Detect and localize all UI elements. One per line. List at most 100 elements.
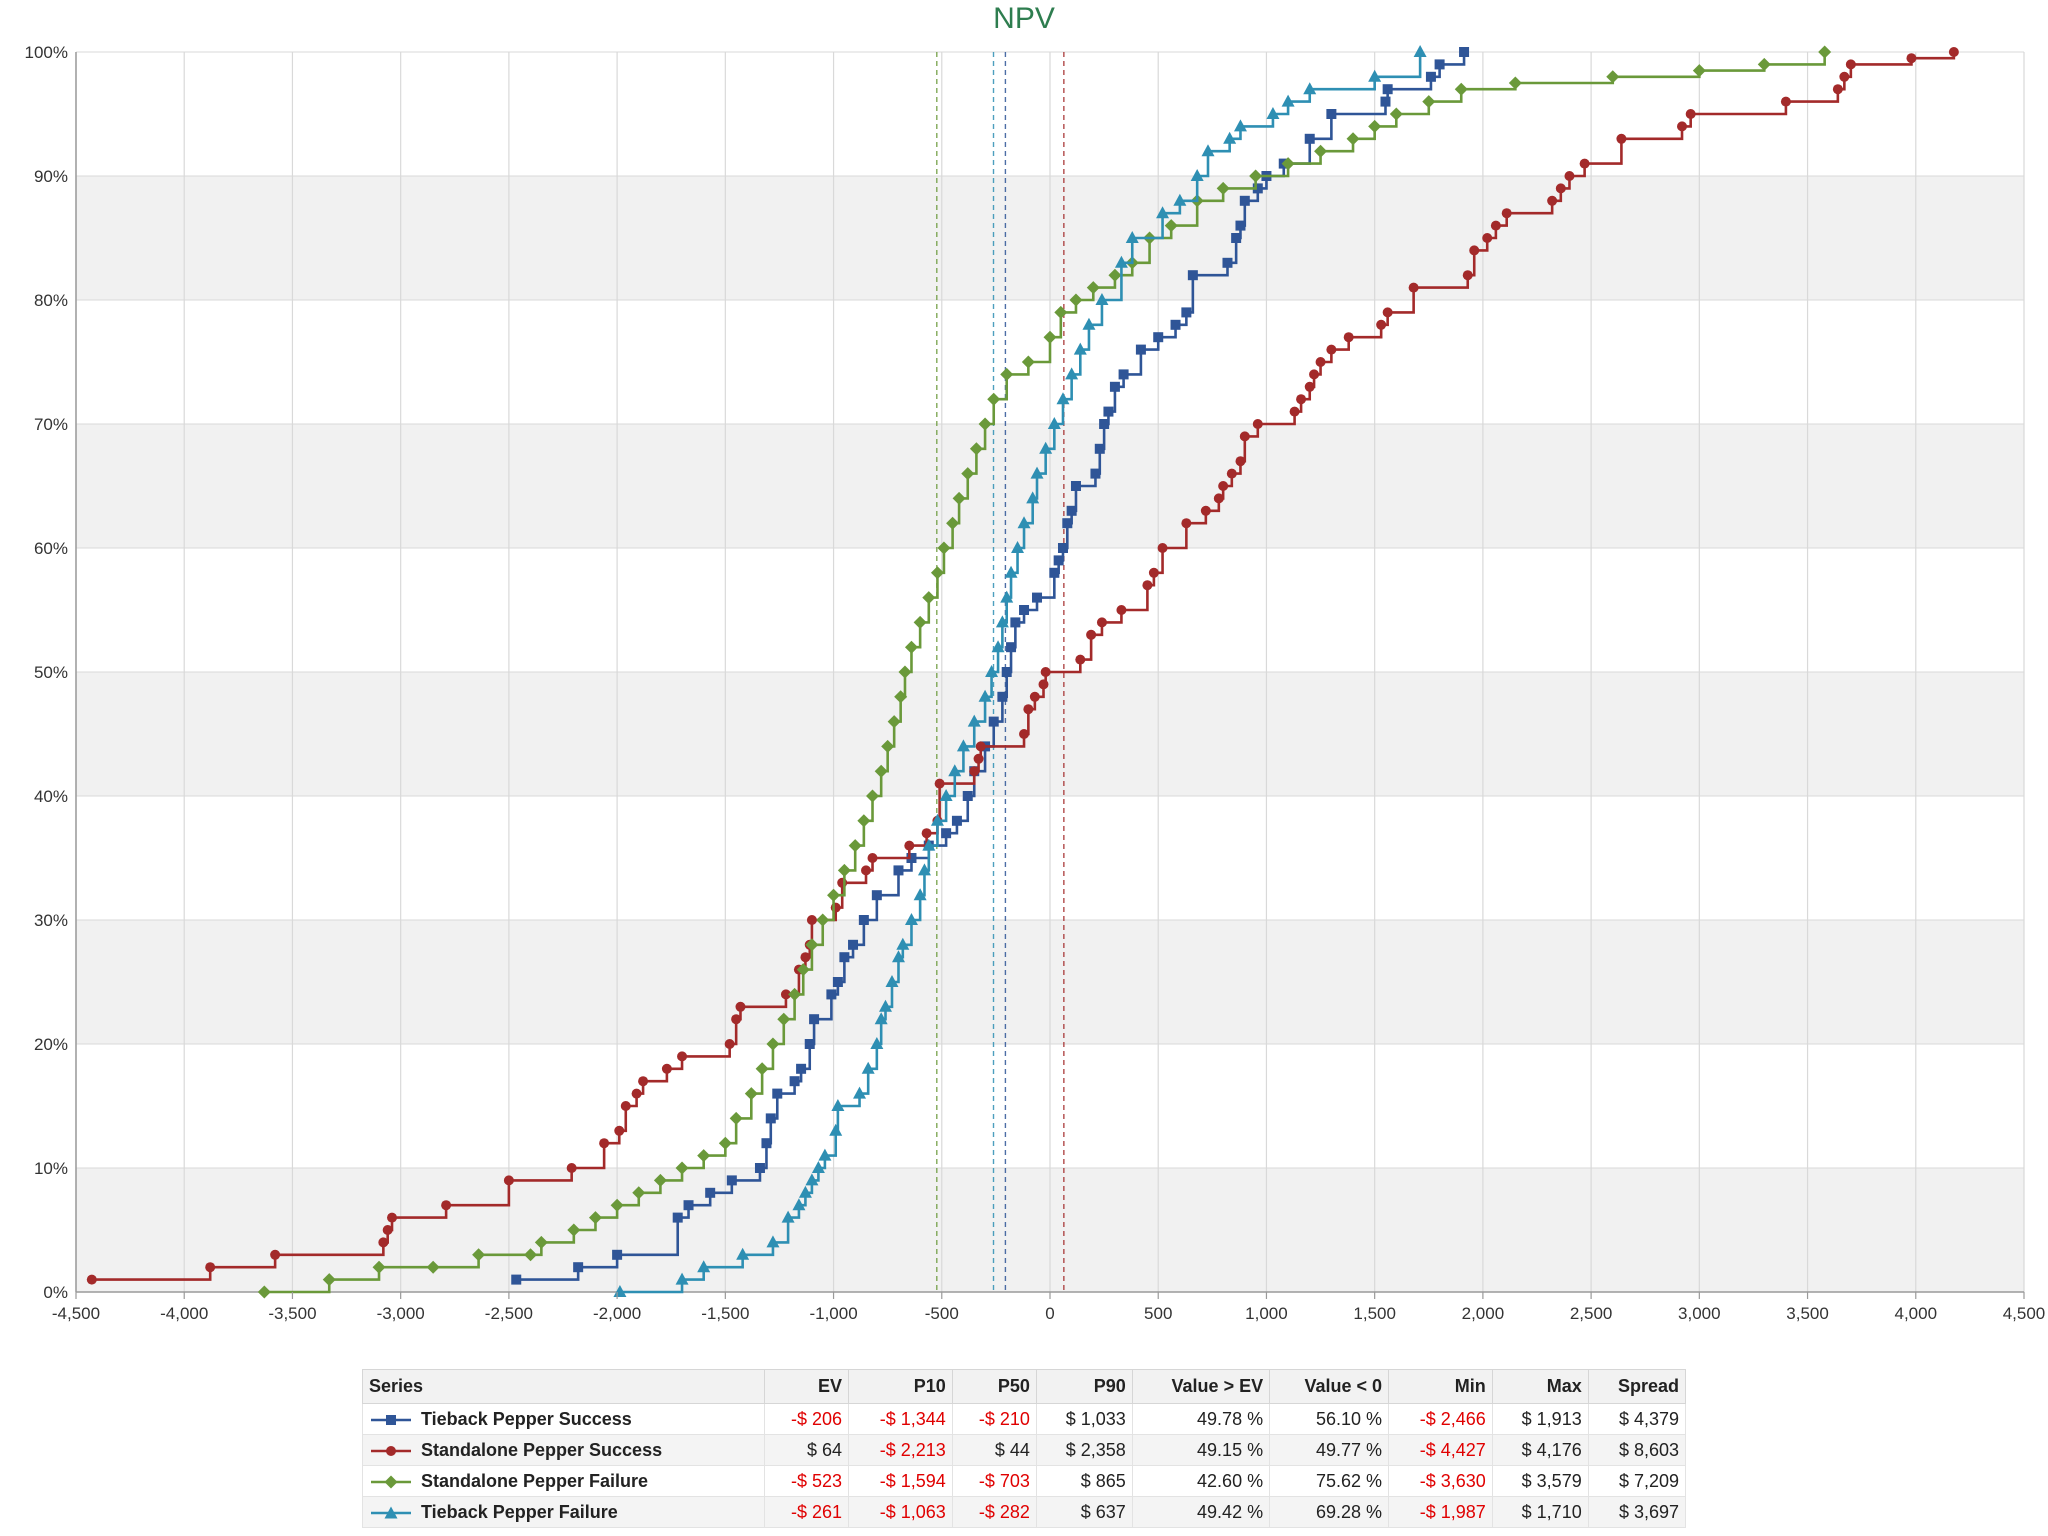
data-point	[653, 1173, 667, 1187]
x-tick-label: 4,500	[2003, 1304, 2046, 1323]
y-tick-label: 40%	[34, 787, 68, 806]
data-point	[766, 1235, 780, 1248]
series-name-cell: Standalone Pepper Failure	[362, 1465, 765, 1497]
data-point	[1011, 541, 1025, 553]
x-tick-label: 1,500	[1353, 1304, 1396, 1323]
data-point	[1062, 518, 1073, 529]
data-point	[205, 1262, 216, 1273]
column-header: P50	[951, 1369, 1037, 1404]
data-point	[1252, 183, 1263, 194]
data-point	[917, 863, 931, 876]
data-point	[874, 1012, 888, 1025]
data-point	[858, 915, 869, 925]
data-point	[1346, 132, 1360, 146]
cell-spread: $ 4,379	[1587, 1403, 1687, 1435]
data-point	[1170, 319, 1181, 330]
data-point	[809, 1014, 820, 1025]
cell-p50: $ 44	[951, 1434, 1037, 1466]
data-point	[1314, 144, 1328, 158]
series-standalone-pepper-success	[86, 47, 1959, 1285]
cell-value-gt-ev: 49.42 %	[1131, 1496, 1271, 1528]
data-point	[1376, 319, 1387, 330]
data-point	[1010, 617, 1021, 628]
data-point	[631, 1088, 642, 1099]
data-point	[1019, 729, 1030, 739]
data-point	[857, 814, 871, 828]
cell-p50: -$ 210	[951, 1403, 1037, 1435]
data-point	[866, 789, 880, 803]
data-point	[1845, 59, 1856, 70]
series-name: Standalone Pepper Failure	[421, 1470, 649, 1491]
data-point	[524, 1248, 538, 1262]
data-point	[677, 1051, 688, 1062]
data-point	[567, 1223, 581, 1237]
cell-min: -$ 3,630	[1388, 1465, 1493, 1497]
x-tick-label: 2,000	[1462, 1304, 1505, 1323]
data-point	[1832, 84, 1843, 95]
data-point	[789, 1076, 800, 1087]
stats-header-row: Series EV P10 P50 P90 Value > EV Value < 0 Min M…	[362, 1369, 1687, 1404]
data-point	[735, 1001, 746, 1012]
data-point	[978, 417, 992, 431]
data-point	[891, 950, 905, 963]
data-point	[831, 1099, 845, 1111]
data-point	[853, 1086, 867, 1099]
data-point	[772, 1088, 783, 1099]
data-point	[1000, 367, 1014, 381]
data-point	[1125, 231, 1139, 243]
x-tick-label: 4,000	[1895, 1304, 1938, 1323]
data-point	[985, 665, 999, 677]
data-point	[1075, 654, 1086, 665]
data-point	[1047, 417, 1061, 429]
data-point	[1281, 157, 1295, 171]
data-point	[661, 1063, 672, 1074]
data-point	[870, 1037, 884, 1049]
x-tick-label: -1,500	[701, 1304, 749, 1323]
data-point	[1326, 109, 1337, 119]
data-point	[1490, 220, 1501, 231]
x-tick-label: -2,000	[593, 1304, 641, 1323]
data-point	[1200, 505, 1211, 516]
data-point	[1096, 617, 1107, 628]
y-tick-label: 60%	[34, 539, 68, 558]
data-point	[1108, 268, 1122, 282]
cell-p10: -$ 1,344	[848, 1403, 953, 1435]
table-row: Tieback Pepper Success -$ 206 -$ 1,344 -$ 2…	[362, 1403, 1687, 1435]
data-point	[904, 913, 918, 925]
data-point	[1692, 64, 1706, 78]
data-point	[991, 640, 1005, 653]
data-point	[1454, 82, 1468, 96]
data-point	[1239, 195, 1250, 206]
column-header: P10	[848, 1369, 953, 1404]
data-point	[939, 789, 953, 801]
data-point	[1482, 233, 1493, 243]
cell-p10: -$ 1,594	[848, 1465, 953, 1497]
data-point	[731, 1014, 742, 1025]
y-tick-label: 20%	[34, 1035, 68, 1054]
data-point	[1049, 567, 1060, 578]
series-name-cell: Standalone Pepper Success	[362, 1434, 765, 1466]
data-point	[270, 1249, 281, 1260]
data-point	[744, 1087, 758, 1101]
data-point	[837, 863, 851, 877]
data-point	[1235, 456, 1246, 467]
data-point	[956, 739, 970, 752]
data-point	[566, 1163, 577, 1173]
data-point	[1315, 357, 1326, 367]
cell-value-lt-0: 56.10 %	[1269, 1403, 1389, 1435]
data-point	[705, 1187, 716, 1198]
data-point	[697, 1260, 711, 1273]
data-point	[638, 1076, 649, 1087]
series-name: Tieback Pepper Failure	[421, 1501, 618, 1522]
column-header: Min	[1388, 1369, 1493, 1404]
data-point	[718, 1136, 732, 1150]
y-tick-label: 50%	[34, 663, 68, 682]
x-tick-label: 500	[1144, 1304, 1172, 1323]
data-point	[1181, 307, 1192, 318]
data-point	[1114, 255, 1128, 268]
data-point	[1606, 70, 1620, 84]
data-point	[697, 1149, 711, 1163]
data-point	[1304, 381, 1315, 392]
data-point	[1389, 107, 1403, 121]
data-point	[86, 1274, 97, 1285]
